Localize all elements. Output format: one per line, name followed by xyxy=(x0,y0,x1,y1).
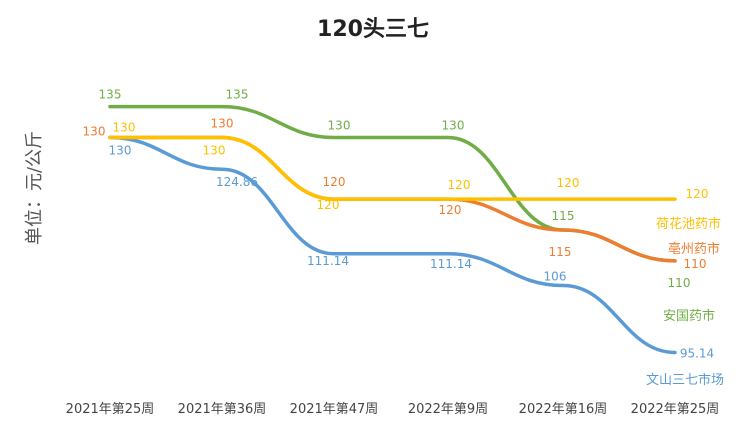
data-label: 135 xyxy=(226,88,249,102)
data-label: 106 xyxy=(544,270,567,284)
series-line xyxy=(108,104,677,263)
data-label: 130 xyxy=(83,125,106,139)
data-label: 120 xyxy=(317,198,340,212)
x-tick-label: 2022年第25周 xyxy=(631,402,720,417)
data-label: 120 xyxy=(686,187,709,201)
data-label: 115 xyxy=(552,209,575,223)
x-tick-label: 2021年第25周 xyxy=(66,402,155,417)
x-tick-label: 2021年第36周 xyxy=(178,402,267,417)
data-label: 124.86 xyxy=(216,175,258,189)
series-name-label: 文山三七市场 xyxy=(646,372,724,388)
series-line xyxy=(108,135,677,355)
data-label: 111.14 xyxy=(430,257,472,271)
series-line xyxy=(108,135,677,201)
data-label: 130 xyxy=(109,144,132,158)
data-label: 130 xyxy=(328,119,351,133)
x-axis-ticks: 2021年第25周 2021年第36周 2021年第47周 2022年第9周 2022年… xyxy=(66,402,720,417)
x-tick-label: 2022年第9周 xyxy=(408,402,488,417)
x-tick-label: 2021年第47周 xyxy=(290,402,379,417)
data-label: 110 xyxy=(684,257,707,271)
data-label: 120 xyxy=(323,175,346,189)
data-label: 120 xyxy=(557,176,580,190)
data-label: 95.14 xyxy=(680,346,714,360)
data-label: 111.14 xyxy=(307,254,349,268)
data-label: 120 xyxy=(448,178,471,192)
series-name-label: 亳州药市 xyxy=(668,241,720,257)
data-label: 120 xyxy=(439,203,462,217)
data-label: 115 xyxy=(549,245,572,259)
x-tick-label: 2022年第16周 xyxy=(519,402,608,417)
data-label: 130 xyxy=(211,117,234,131)
data-label: 130 xyxy=(442,119,465,133)
data-label: 110 xyxy=(668,276,691,290)
series-lines xyxy=(108,104,677,355)
series-name-label: 荷花池药市 xyxy=(656,216,721,232)
chart-title: 120头三七 xyxy=(317,17,429,42)
data-label: 130 xyxy=(203,144,226,158)
data-label: 130 xyxy=(113,121,136,135)
data-label: 135 xyxy=(99,88,122,102)
series-name-label: 安国药市 xyxy=(663,308,715,324)
y-axis-label: 单位：元/公斤 xyxy=(24,131,45,245)
